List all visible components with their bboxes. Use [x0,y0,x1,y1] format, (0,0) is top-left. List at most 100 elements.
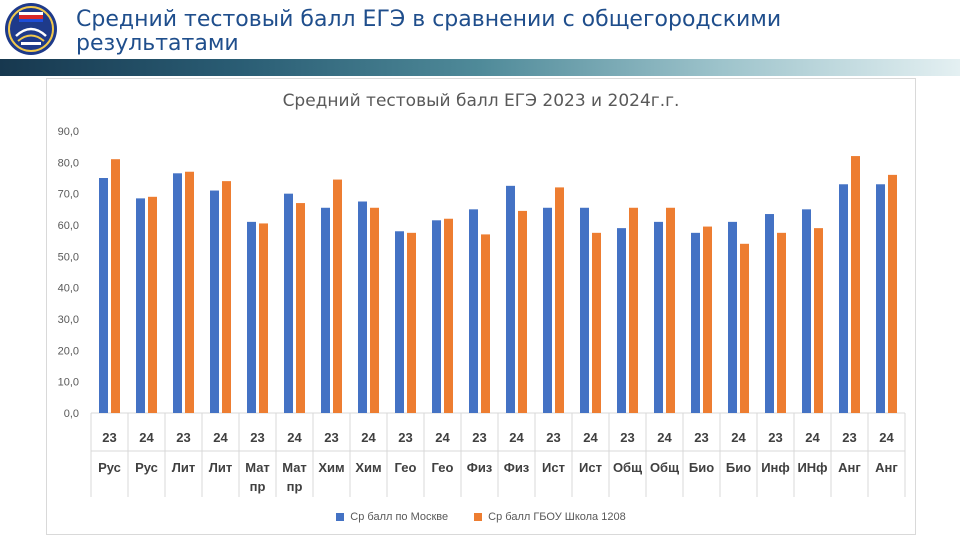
bar-moscow [210,190,219,413]
category-subject-label: пр [250,479,266,494]
bar-moscow [173,173,182,413]
y-tick-label: 50,0 [58,251,79,263]
category-subject-label: Лит [209,460,232,475]
category-subject-label: Био [689,460,714,475]
category-subject-label: Рус [98,460,121,475]
category-year-label: 24 [509,430,524,445]
y-tick-label: 80,0 [58,157,79,169]
bar-moscow [802,209,811,413]
category-subject-label: пр [287,479,303,494]
category-subject-label: Общ [650,460,679,475]
category-year-label: 23 [842,430,856,445]
bar-school [814,228,823,413]
category-year-label: 23 [472,430,486,445]
category-year-label: 23 [768,430,782,445]
bar-school [666,207,675,413]
bar-moscow [691,232,700,413]
bar-moscow [654,221,663,413]
bar-moscow [839,184,848,413]
y-tick-label: 70,0 [58,189,79,201]
bar-moscow [765,214,774,413]
chart-title: Средний тестовый балл ЕГЭ 2023 и 2024г.г… [282,91,680,111]
bar-chart: 0,0 10,0 20,0 30,0 40,0 50,0 60,0 70,0 80,0 90,0 2… [58,126,906,497]
category-year-label: 23 [102,430,116,445]
category-subject-label: Био [726,460,751,475]
category-subject-label: Лит [172,460,195,475]
category-year-label: 23 [398,430,412,445]
bar-moscow [136,198,145,413]
bar-moscow [321,207,330,413]
bar-moscow [728,221,737,413]
category-year-label: 24 [805,430,820,445]
category-subject-label: ИНф [797,460,827,475]
bar-moscow [617,228,626,413]
slide-title: Средний тестовый балл ЕГЭ в сравнении с … [76,7,782,56]
y-tick-label: 30,0 [58,314,79,326]
category-subject-label: Анг [838,460,861,475]
category-subject-label: Хим [318,460,344,475]
chart-legend: Ср балл по Москве Ср балл ГБОУ Школа 120… [47,511,915,523]
category-year-label: 24 [583,430,598,445]
category-subject-label: Гео [395,460,417,475]
legend-label-school: Ср балл ГБОУ Школа 1208 [488,511,626,523]
y-tick-label: 20,0 [58,345,79,357]
category-subject-label: Ист [542,460,565,475]
bar-school [111,159,120,413]
category-year-label: 23 [176,430,190,445]
bar-school [851,156,860,414]
bar-school [444,218,453,413]
category-subject-label: Гео [432,460,454,475]
category-year-label: 24 [435,430,450,445]
category-subject-label: Физ [467,460,493,475]
legend-swatch-moscow [336,513,345,521]
y-tick-label: 0,0 [64,408,79,420]
header-band [0,59,960,76]
bar-school [148,196,157,413]
y-tick-label: 60,0 [58,220,79,232]
category-subject-label: Общ [613,460,642,475]
bar-moscow [395,231,404,413]
legend-label-moscow: Ср балл по Москве [350,511,449,523]
category-year-label: 24 [213,430,228,445]
category-year-label: 23 [546,430,560,445]
bar-school [888,174,897,413]
category-year-label: 24 [657,430,672,445]
bar-school [518,210,527,413]
school-emblem-icon [4,2,58,56]
bar-moscow [99,178,108,413]
category-subject-label: Мат [282,460,307,475]
y-tick-label: 90,0 [58,126,79,138]
bar-school [407,232,416,413]
bar-moscow [543,207,552,413]
bar-school [555,187,564,413]
bar-school [259,223,268,413]
bar-school [703,226,712,413]
y-tick-label: 10,0 [58,377,79,389]
bar-school [370,207,379,413]
category-year-label: 23 [250,430,264,445]
bar-moscow [432,220,441,413]
category-subject-label: Хим [355,460,381,475]
bar-school [296,203,305,413]
bar-school [592,232,601,413]
category-year-label: 24 [879,430,894,445]
bar-moscow [876,184,885,413]
legend-item-school: Ср балл ГБОУ Школа 1208 [474,511,626,523]
category-subject-label: Мат [245,460,270,475]
bar-school [222,181,231,413]
category-year-label: 23 [324,430,338,445]
category-year-label: 23 [620,430,634,445]
bar-moscow [358,201,367,413]
bar-school [333,179,342,413]
category-year-label: 23 [694,430,708,445]
bar-moscow [580,207,589,413]
category-year-label: 24 [361,430,376,445]
bar-moscow [506,185,515,413]
category-subject-label: Инф [761,460,790,475]
bar-school [777,232,786,413]
category-subject-label: Ист [579,460,602,475]
bar-school [629,207,638,413]
chart-frame: Средний тестовый балл ЕГЭ 2023 и 2024г.г… [46,78,916,535]
category-year-label: 24 [731,430,746,445]
bar-school [185,171,194,413]
